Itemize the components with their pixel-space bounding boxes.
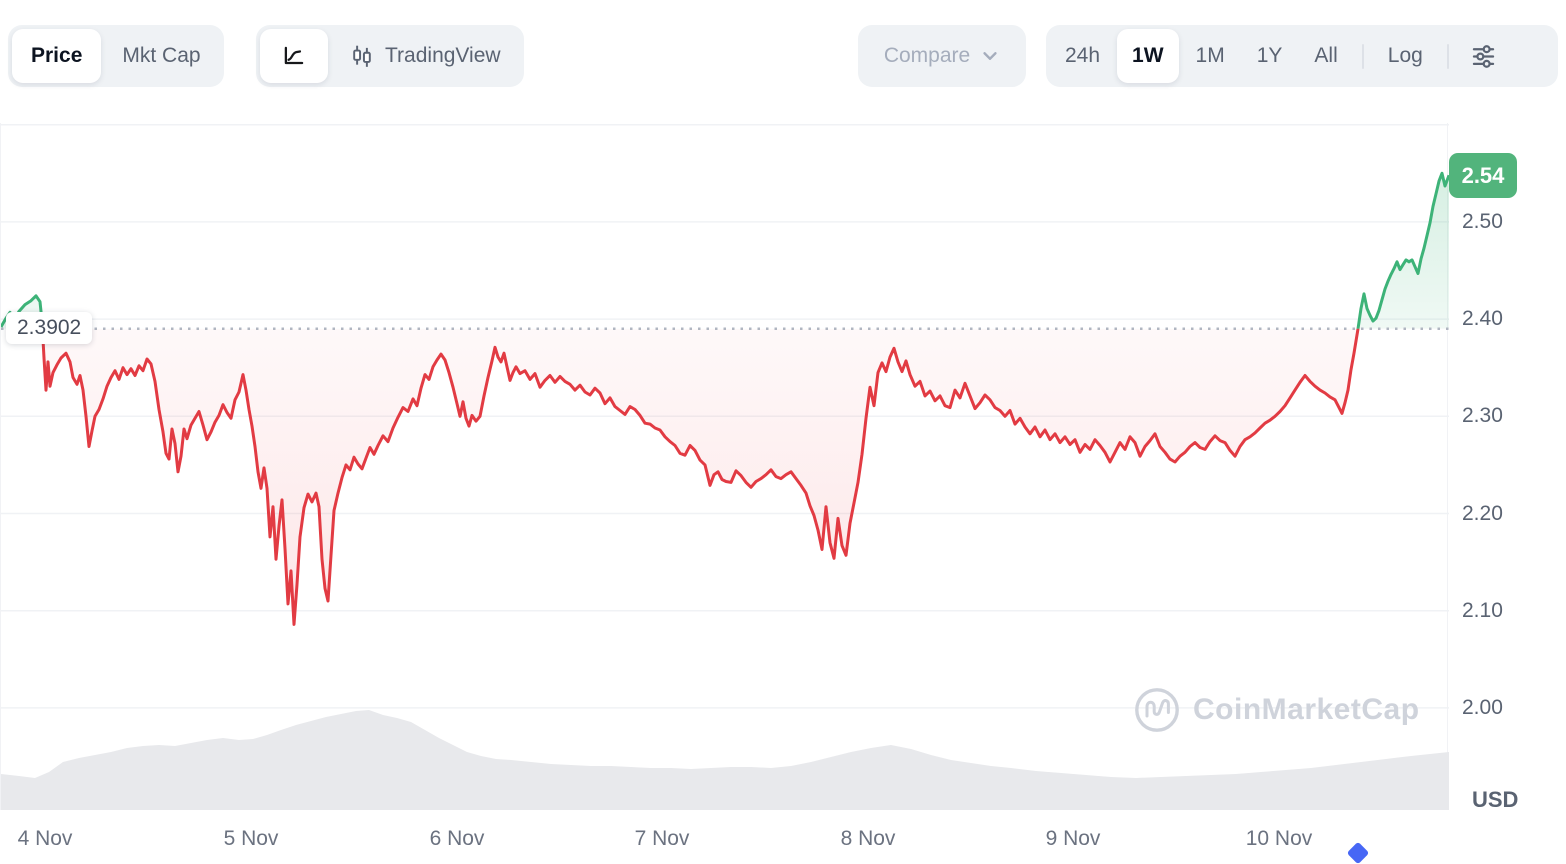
y-axis-label: 2.20 (1462, 501, 1503, 525)
candlestick-icon (349, 43, 375, 69)
log-scale-button[interactable]: Log (1387, 44, 1423, 67)
x-axis-label: 8 Nov (840, 827, 896, 850)
y-axis-label: 2.00 (1462, 695, 1503, 719)
price-line-down (40, 328, 1360, 626)
price-tab[interactable]: Price (12, 29, 102, 83)
currency-unit-label: USD (1472, 787, 1519, 812)
range-1w[interactable]: 1W (1117, 29, 1179, 83)
baseline-price-label: 2.3902 (6, 311, 93, 344)
x-axis-label: 10 Nov (1245, 827, 1313, 850)
tradingview-label: TradingView (385, 44, 501, 67)
compare-label: Compare (883, 44, 971, 67)
metric-toggle: Price Mkt Cap (8, 25, 224, 87)
price-area-below (1, 328, 1449, 625)
scroll-indicator-icon[interactable] (1346, 841, 1370, 864)
range-1m[interactable]: 1M (1195, 44, 1225, 67)
mktcap-tab[interactable]: Mkt Cap (122, 44, 201, 67)
range-all[interactable]: All (1314, 44, 1338, 67)
y-axis-label: 2.40 (1462, 307, 1503, 331)
y-axis-label: 2.30 (1462, 404, 1503, 428)
sliders-icon (1470, 43, 1497, 70)
y-axis-label: 2.50 (1462, 209, 1503, 233)
line-chart-type-button[interactable] (260, 29, 328, 83)
range-24h[interactable]: 24h (1065, 44, 1101, 67)
toolbar-divider (1361, 43, 1364, 69)
plot-area[interactable] (0, 123, 1449, 810)
current-price-badge: 2.54 (1449, 153, 1517, 199)
toolbar-divider (1446, 43, 1449, 69)
x-axis-label: 7 Nov (634, 827, 690, 850)
tradingview-button[interactable]: TradingView (330, 29, 520, 83)
x-axis-label: 4 Nov (17, 827, 73, 850)
y-axis-label: 2.10 (1462, 598, 1503, 622)
x-axis-label: 6 Nov (429, 827, 485, 850)
x-axis-label: 5 Nov (223, 827, 279, 850)
range-items: 24h 1W 1M 1Y All (1050, 29, 1353, 83)
chart-settings-button[interactable] (1458, 29, 1509, 83)
range-selector: 24h 1W 1M 1Y All Log (1046, 25, 1558, 87)
compare-button[interactable]: Compare (858, 25, 1026, 87)
volume-area (1, 710, 1449, 810)
chart-type-toggle: TradingView (256, 25, 524, 87)
chevron-down-icon (980, 46, 1000, 66)
price-chart-svg (1, 123, 1449, 810)
x-axis-label: 9 Nov (1045, 827, 1101, 850)
line-chart-icon (281, 43, 307, 69)
range-1y[interactable]: 1Y (1256, 44, 1283, 67)
